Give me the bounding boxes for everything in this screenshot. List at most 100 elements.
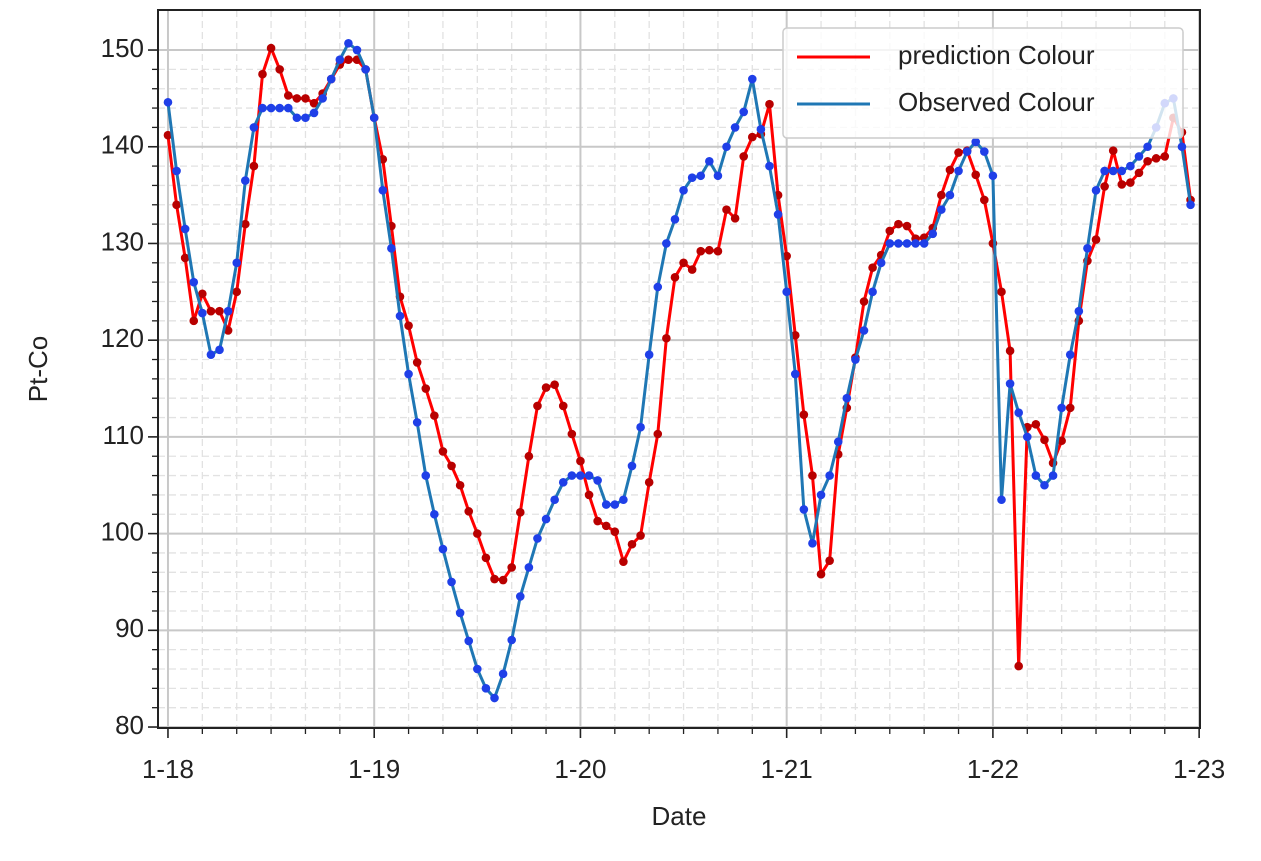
data-point (653, 282, 663, 292)
data-point (945, 165, 955, 175)
data-point (558, 401, 568, 411)
data-point (790, 331, 800, 340)
data-point (971, 170, 981, 180)
data-point (662, 333, 671, 343)
data-point (258, 103, 267, 113)
data-point (1014, 661, 1023, 671)
data-point (326, 74, 336, 84)
data-point (894, 239, 903, 248)
data-point (163, 97, 173, 107)
data-point (412, 358, 422, 367)
data-point (241, 176, 250, 185)
data-point (619, 495, 628, 505)
data-point (1005, 346, 1015, 356)
data-point (825, 471, 834, 480)
data-point (1143, 156, 1152, 166)
data-point (1005, 379, 1015, 389)
x-axis-label: Date (652, 801, 707, 831)
data-point (447, 577, 456, 587)
data-point (790, 369, 800, 379)
data-point (301, 113, 310, 123)
data-point (1134, 168, 1144, 178)
data-point (670, 273, 680, 282)
data-point (558, 478, 568, 487)
data-point (911, 239, 920, 248)
y-tick-label: 140 (101, 130, 144, 160)
data-point (198, 289, 207, 299)
data-point (670, 214, 680, 224)
data-point (309, 98, 319, 108)
data-point (490, 574, 499, 584)
plot-frame (157, 9, 1201, 729)
data-point (1126, 161, 1135, 171)
data-point (1014, 408, 1023, 418)
y-axis-label: Pt-Co (23, 336, 53, 402)
data-point (859, 326, 869, 335)
data-point (283, 103, 293, 113)
data-point (455, 480, 465, 490)
data-point (1117, 180, 1127, 189)
data-point (825, 556, 834, 565)
data-point (438, 544, 448, 554)
data-point (1065, 403, 1075, 413)
data-point (954, 166, 963, 176)
data-point (232, 258, 242, 268)
data-point (344, 55, 353, 65)
data-point (1160, 152, 1170, 161)
data-point (627, 539, 637, 549)
data-point (378, 185, 388, 195)
y-tick-label: 80 (115, 710, 144, 740)
data-point (593, 516, 602, 526)
data-point (361, 65, 370, 74)
data-point (885, 226, 895, 236)
y-tick-label: 110 (103, 420, 144, 450)
data-point (206, 306, 216, 316)
data-point (163, 130, 173, 140)
legend-label: prediction Colour (898, 40, 1095, 70)
data-point (498, 669, 508, 679)
data-point (1031, 420, 1041, 429)
y-tick-label: 100 (101, 516, 144, 546)
data-point (473, 664, 482, 674)
data-point (430, 411, 439, 420)
series-line (166, 41, 1193, 700)
data-point (180, 224, 190, 234)
data-point (980, 147, 989, 156)
data-point (1091, 185, 1101, 195)
data-point (198, 308, 207, 318)
data-point (421, 384, 431, 393)
data-point (584, 471, 594, 480)
data-point (782, 251, 791, 261)
data-point (653, 429, 663, 439)
data-point (739, 152, 749, 161)
data-point (550, 380, 559, 389)
data-point (945, 190, 955, 200)
x-tick-label: 1-19 (348, 754, 400, 784)
data-point (1040, 480, 1049, 490)
data-point (937, 190, 946, 200)
data-point (567, 429, 577, 439)
data-point (232, 287, 242, 297)
data-point (292, 94, 302, 103)
data-point (808, 538, 817, 548)
data-point (644, 350, 654, 359)
data-point (301, 94, 310, 103)
data-point (189, 277, 199, 287)
data-point (524, 563, 534, 572)
data-point (1177, 142, 1187, 152)
data-point (241, 219, 250, 229)
data-point (971, 137, 981, 147)
data-point (799, 410, 809, 419)
data-point (172, 166, 181, 176)
legend-box (782, 27, 1184, 139)
data-point (430, 509, 439, 519)
data-point (773, 210, 783, 219)
data-point (335, 55, 345, 65)
data-point (851, 355, 860, 364)
data-point (799, 505, 809, 514)
data-point (1143, 142, 1152, 152)
legend-label: Observed Colour (898, 87, 1095, 117)
data-point (902, 239, 912, 248)
data-point (215, 345, 224, 355)
data-point (705, 156, 714, 166)
